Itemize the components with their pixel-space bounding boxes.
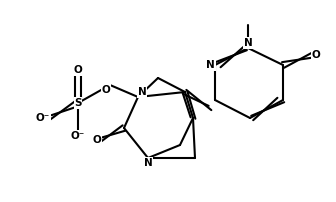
Text: O⁻: O⁻ <box>71 131 85 141</box>
Text: O: O <box>92 135 101 145</box>
Text: O: O <box>101 85 110 95</box>
Text: N: N <box>244 38 252 48</box>
Text: O⁻: O⁻ <box>36 113 50 123</box>
Text: S: S <box>74 98 82 108</box>
Text: N: N <box>143 158 152 168</box>
Text: O: O <box>312 50 321 60</box>
Text: O: O <box>74 65 82 75</box>
Text: N: N <box>206 60 215 70</box>
Text: N: N <box>138 87 147 97</box>
